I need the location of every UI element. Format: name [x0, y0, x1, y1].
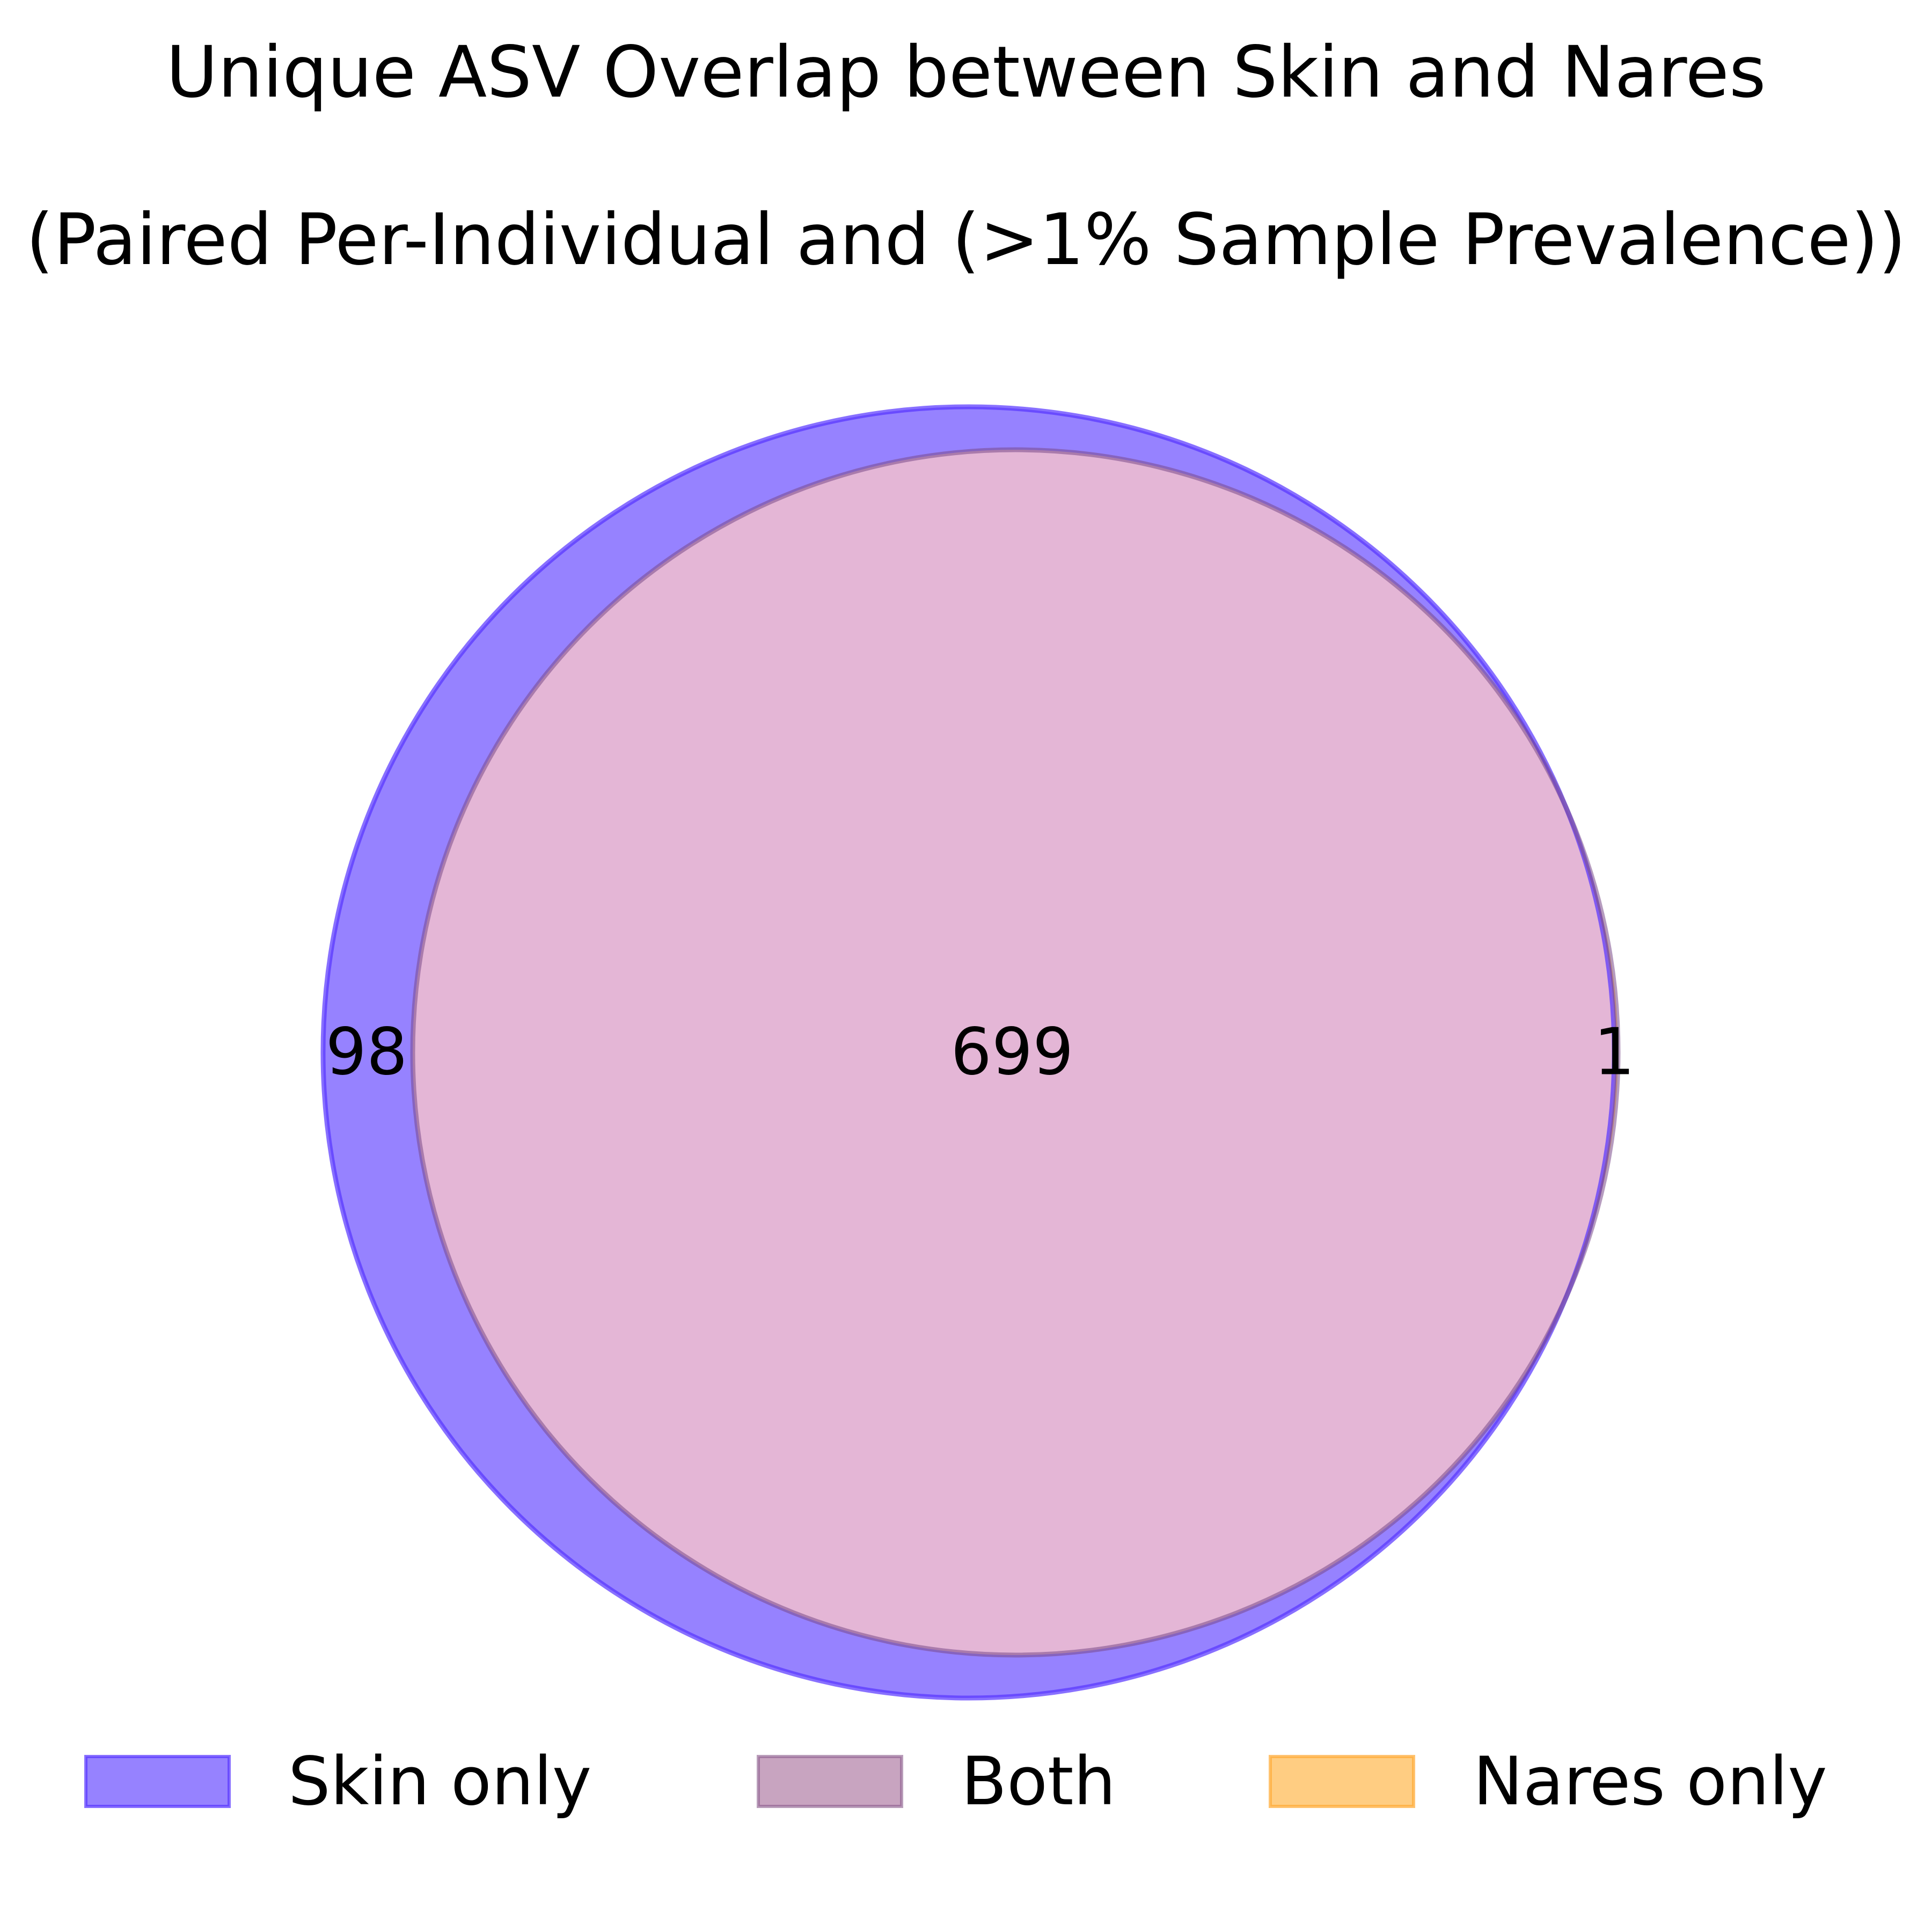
overlap-region: [413, 450, 1614, 1655]
chart-subtitle: (Paired Per-Individual and (>1% Sample P…: [26, 199, 1906, 281]
legend-label-nares-only: Nares only: [1473, 1743, 1827, 1820]
legend-item-nares-only: Nares only: [1269, 1743, 1827, 1820]
venn-diagram: [320, 404, 1621, 1701]
legend-item-both: Both: [757, 1743, 1116, 1820]
nares-set-outline: [410, 447, 1621, 1658]
chart-title: Unique ASV Overlap between Skin and Nare…: [166, 31, 1766, 114]
skin-set-outline: [320, 404, 1617, 1701]
legend-label-both: Both: [961, 1743, 1116, 1820]
legend-item-skin-only: Skin only: [84, 1743, 591, 1820]
legend-swatch-both: [757, 1755, 903, 1808]
region-label-skin-only: 98: [326, 1015, 408, 1090]
legend: Skin only Both Nares only: [84, 1743, 1827, 1820]
legend-label-skin-only: Skin only: [288, 1743, 591, 1820]
legend-swatch-skin-only: [84, 1755, 231, 1808]
region-label-nares-only: 1: [1594, 1015, 1635, 1090]
region-label-both: 699: [950, 1015, 1073, 1090]
legend-swatch-nares-only: [1269, 1755, 1415, 1808]
